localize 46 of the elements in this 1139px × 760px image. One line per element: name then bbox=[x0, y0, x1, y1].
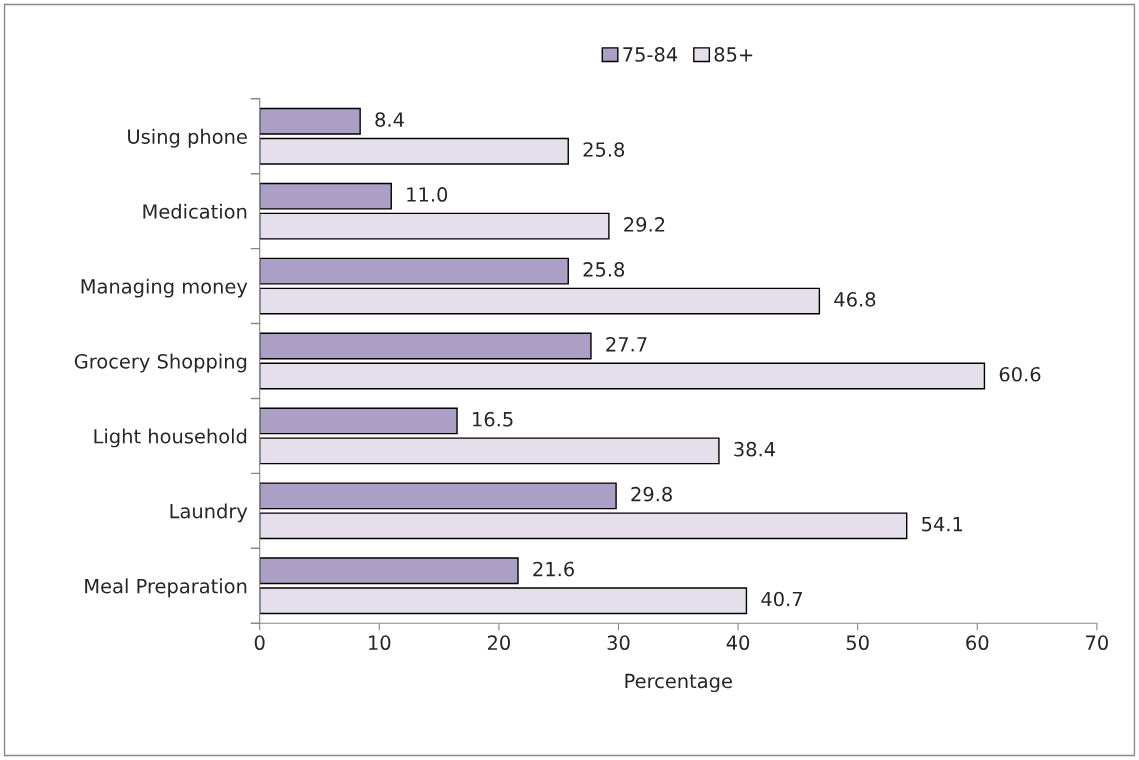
bar bbox=[259, 137, 569, 165]
bar bbox=[259, 482, 617, 510]
bar bbox=[259, 257, 569, 285]
x-tick-label: 70 bbox=[1086, 635, 1108, 651]
data-label: 54.1 bbox=[922, 517, 963, 532]
x-tick-label: 30 bbox=[607, 635, 630, 651]
y-tick-label: Light household bbox=[94, 428, 247, 448]
bar bbox=[259, 437, 720, 465]
bar bbox=[259, 407, 458, 435]
x-axis-title: Percentage bbox=[625, 673, 732, 693]
x-tick-label: 50 bbox=[846, 635, 869, 651]
data-label: 60.6 bbox=[999, 366, 1041, 382]
bar bbox=[259, 512, 908, 540]
data-label: 25.8 bbox=[583, 262, 625, 277]
x-tick-label: 20 bbox=[487, 635, 510, 651]
bar bbox=[259, 557, 519, 585]
data-label: 46.8 bbox=[834, 292, 876, 307]
x-tick-label: 40 bbox=[726, 635, 750, 651]
data-label: 16.5 bbox=[473, 411, 513, 427]
x-tick-label: 0 bbox=[254, 635, 265, 651]
data-label: 21.6 bbox=[533, 561, 574, 577]
bar bbox=[259, 362, 986, 390]
data-label: 27.7 bbox=[606, 336, 647, 352]
data-label: 29.2 bbox=[624, 217, 665, 232]
y-tick-label: Using phone bbox=[128, 128, 247, 148]
bar bbox=[259, 182, 392, 210]
data-label: 29.8 bbox=[631, 486, 672, 502]
y-tick-label: Laundry bbox=[170, 503, 248, 523]
data-label: 40.7 bbox=[761, 591, 802, 607]
data-label: 11.0 bbox=[407, 187, 448, 202]
x-tick-label: 10 bbox=[369, 635, 391, 651]
legend-label: 75-84 bbox=[623, 47, 678, 62]
data-label: 38.4 bbox=[734, 441, 776, 457]
bar bbox=[259, 287, 821, 315]
y-tick-label: Medication bbox=[143, 203, 247, 219]
bar bbox=[259, 587, 748, 615]
y-tick-label: Meal Preparation bbox=[85, 578, 247, 598]
y-tick-label: Managing money bbox=[81, 278, 248, 298]
bar bbox=[259, 212, 610, 240]
x-tick-label: 60 bbox=[966, 635, 989, 651]
y-tick-label: Grocery Shopping bbox=[74, 353, 247, 373]
legend-label: 85+ bbox=[714, 47, 753, 62]
bar bbox=[259, 107, 361, 135]
bar bbox=[259, 332, 592, 360]
data-label: 8.4 bbox=[375, 112, 404, 127]
data-label: 25.8 bbox=[583, 142, 625, 157]
